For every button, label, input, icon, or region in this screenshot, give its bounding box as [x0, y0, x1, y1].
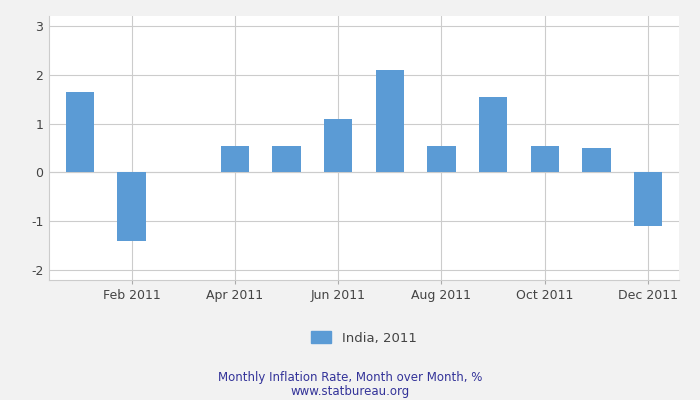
Bar — [582, 148, 610, 172]
Text: Monthly Inflation Rate, Month over Month, %: Monthly Inflation Rate, Month over Month… — [218, 372, 482, 384]
Bar — [66, 92, 94, 172]
Bar — [531, 146, 559, 172]
Bar — [479, 97, 507, 172]
Bar — [324, 119, 352, 172]
Bar — [427, 146, 456, 172]
Bar — [220, 146, 249, 172]
Text: www.statbureau.org: www.statbureau.org — [290, 386, 410, 398]
Bar — [118, 172, 146, 241]
Bar — [376, 70, 404, 172]
Legend: India, 2011: India, 2011 — [306, 326, 422, 350]
Bar — [634, 172, 662, 226]
Bar — [272, 146, 301, 172]
